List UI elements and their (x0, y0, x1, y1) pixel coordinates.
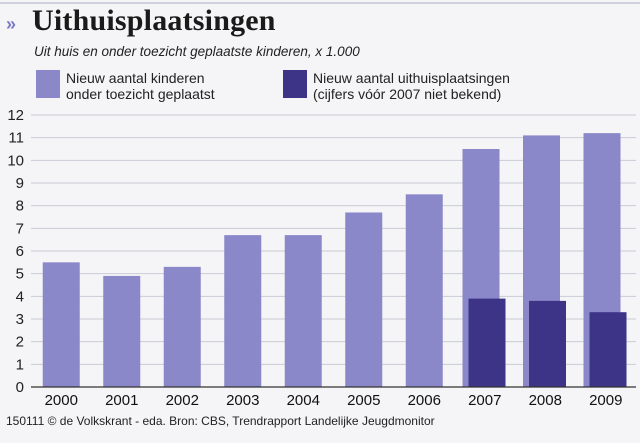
y-tick-label: 5 (16, 266, 24, 283)
legend-label-children: Nieuw aantal kinderen onder toezicht gep… (66, 70, 215, 102)
x-tick-label: 2004 (287, 392, 320, 409)
x-tick-label: 2008 (529, 392, 562, 409)
x-tick-label: 2003 (226, 392, 259, 409)
x-tick-label: 2002 (166, 392, 199, 409)
x-tick-label: 2000 (45, 392, 78, 409)
bar-children (103, 275, 141, 387)
y-tick-label: 2 (16, 334, 24, 351)
source-note: 150111 © de Volkskrant - eda. Bron: CBS,… (6, 414, 435, 428)
legend-item-placements: Nieuw aantal uithuisplaatsingen (cijfers… (283, 70, 510, 102)
y-tick-label: 0 (16, 379, 24, 396)
legend-label-line: Nieuw aantal kinderen (66, 70, 205, 86)
top-rule (0, 2, 640, 4)
y-tick-label: 6 (16, 243, 24, 260)
legend-label-line: onder toezicht geplaatst (66, 86, 215, 102)
legend-swatch-placements (283, 70, 307, 98)
bar-children (163, 266, 201, 387)
y-tick-label: 7 (16, 220, 24, 237)
bar-children (224, 235, 262, 387)
bar-children (284, 235, 322, 387)
y-tick-label: 4 (16, 288, 24, 305)
legend-label-line: (cijfers vóór 2007 niet bekend) (313, 86, 502, 102)
double-chevron-icon: » (6, 14, 17, 34)
legend-swatch-children (36, 70, 60, 98)
legend-label-placements: Nieuw aantal uithuisplaatsingen (cijfers… (313, 70, 510, 102)
bar-children (405, 194, 443, 387)
bar-placements (529, 300, 566, 387)
x-tick-label: 2005 (347, 392, 380, 409)
bar-children (345, 212, 383, 387)
y-tick-label: 3 (16, 311, 24, 328)
chart-subtitle: Uit huis en onder toezicht geplaatste ki… (34, 44, 360, 59)
y-tick-label: 10 (7, 152, 24, 169)
x-tick-label: 2009 (589, 392, 622, 409)
x-tick-label: 2007 (468, 392, 501, 409)
y-tick-label: 11 (8, 130, 24, 147)
legend-item-children: Nieuw aantal kinderen onder toezicht gep… (36, 70, 215, 102)
bar-placements (589, 312, 627, 387)
y-tick-label: 1 (16, 356, 24, 373)
y-tick-label: 8 (16, 198, 24, 215)
legend-label-line: Nieuw aantal uithuisplaatsingen (313, 70, 510, 86)
y-tick-label: 9 (16, 175, 24, 192)
chart-title: Uithuisplaatsingen (32, 4, 276, 37)
bar-children (42, 262, 80, 387)
y-tick-label: 12 (7, 107, 24, 124)
bar-placements (468, 298, 506, 387)
x-tick-label: 2006 (408, 392, 441, 409)
x-tick-label: 2001 (105, 392, 138, 409)
